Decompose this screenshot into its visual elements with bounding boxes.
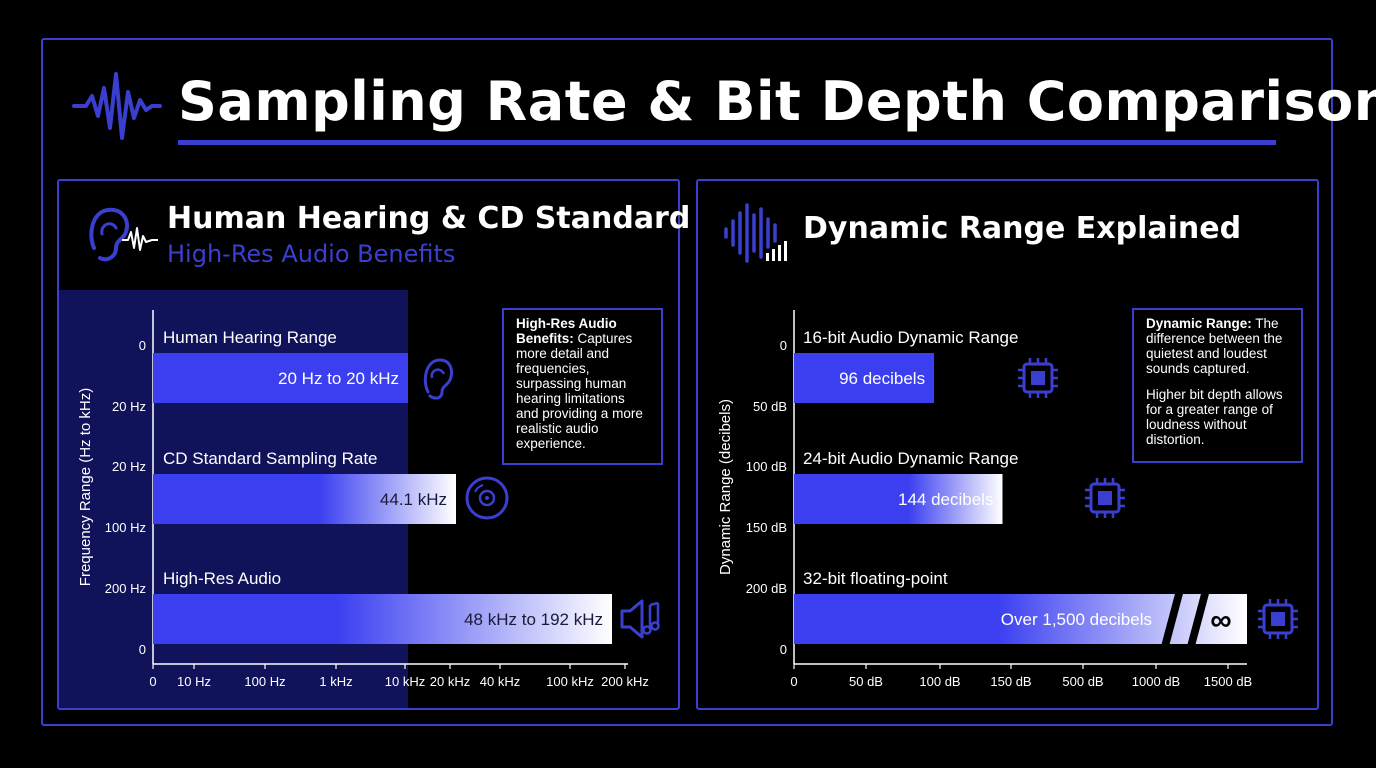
chip-icon xyxy=(1018,358,1058,398)
right-callout: Dynamic Range: The difference between th… xyxy=(1132,308,1303,463)
left-y-tick-label: 0 xyxy=(139,338,146,353)
page-title: Sampling Rate & Bit Depth Comparison xyxy=(178,70,1376,133)
right-y-tick-label: 50 dB xyxy=(753,399,787,414)
right-x-tick-label: 50 dB xyxy=(849,674,883,689)
right-bar xyxy=(794,353,935,403)
right-panel xyxy=(696,179,1319,710)
chip-icon xyxy=(1085,478,1125,518)
left-callout-text: Captures more detail and frequencies, su… xyxy=(516,331,643,451)
chip-icon xyxy=(1258,599,1298,639)
right-x-tick-label: 1500 dB xyxy=(1204,674,1252,689)
left-panel xyxy=(57,179,680,710)
right-callout-heading: Dynamic Range: xyxy=(1146,316,1252,331)
right-callout-text: The difference between the quietest and … xyxy=(1146,316,1283,376)
left-category-label: Human Hearing Range xyxy=(163,328,337,347)
right-y-tick-label: 100 dB xyxy=(746,459,787,474)
right-x-tick-label: 0 xyxy=(790,674,797,689)
right-bar-value-label: Over 1,500 decibels xyxy=(1001,610,1152,629)
right-x-tick-label: 500 dB xyxy=(1062,674,1103,689)
left-bar xyxy=(153,353,408,403)
left-bar-value-label: 20 Hz to 20 kHz xyxy=(278,369,399,388)
right-x-tick-label: 100 dB xyxy=(919,674,960,689)
left-y-axis-label: Frequency Range (Hz to kHz) xyxy=(77,388,94,586)
right-x-tick-label: 1000 dB xyxy=(1132,674,1180,689)
right-category-label: 24-bit Audio Dynamic Range xyxy=(803,449,1018,468)
waveform-icon xyxy=(72,72,162,140)
outer-frame xyxy=(41,38,1333,726)
left-y-tick-label: 100 Hz xyxy=(105,520,146,535)
left-x-tick-label: 200 kHz xyxy=(601,674,649,689)
right-y-tick-label: 150 dB xyxy=(746,520,787,535)
title-underline xyxy=(178,140,1276,145)
right-bar xyxy=(794,474,1003,524)
left-x-tick-label: 100 Hz xyxy=(244,674,285,689)
left-y-tick-label: 20 Hz xyxy=(112,459,146,474)
ear-wave-icon xyxy=(89,207,158,262)
left-x-tick-label: 0 xyxy=(149,674,156,689)
ear-icon xyxy=(423,358,454,400)
speaker-music-icon xyxy=(620,599,660,639)
left-callout: High-Res Audio Benefits: Captures more d… xyxy=(502,308,663,465)
right-y-axis-label: Dynamic Range (decibels) xyxy=(717,399,734,575)
right-x-tick-label: 150 dB xyxy=(990,674,1031,689)
left-x-tick-label: 10 Hz xyxy=(177,674,211,689)
left-callout-heading: High-Res Audio Benefits: xyxy=(516,316,617,346)
left-x-tick-label: 40 kHz xyxy=(480,674,520,689)
left-panel-title: Human Hearing & CD Standard xyxy=(167,201,691,236)
right-callout-text-2: Higher bit depth allows for a greater ra… xyxy=(1146,387,1283,447)
axis-break-slash xyxy=(1160,590,1184,650)
left-x-tick-label: 100 kHz xyxy=(546,674,594,689)
signal-bars-icon xyxy=(724,203,787,263)
disc-icon xyxy=(465,476,509,520)
left-bar-value-label: 44.1 kHz xyxy=(380,490,447,509)
left-y-tick-label: 0 xyxy=(139,642,146,657)
left-bar xyxy=(153,594,612,644)
left-x-tick-label: 10 kHz xyxy=(385,674,425,689)
right-panel-title: Dynamic Range Explained xyxy=(803,211,1242,246)
left-x-tick-label: 20 kHz xyxy=(430,674,470,689)
left-panel-subtitle: High-Res Audio Benefits xyxy=(167,240,456,268)
left-category-label: CD Standard Sampling Rate xyxy=(163,449,378,468)
left-y-tick-label: 200 Hz xyxy=(105,581,146,596)
left-y-tick-label: 20 Hz xyxy=(112,399,146,414)
axis-break-slash xyxy=(1186,590,1210,650)
right-y-tick-label: 0 xyxy=(780,642,787,657)
right-bar-value-label: 96 decibels xyxy=(839,369,925,388)
left-x-tick-label: 1 kHz xyxy=(319,674,352,689)
left-bar xyxy=(153,474,456,524)
right-category-label: 32-bit floating-point xyxy=(803,569,948,588)
right-y-tick-label: 0 xyxy=(780,338,787,353)
left-bar-value-label: 48 kHz to 192 kHz xyxy=(464,610,603,629)
right-category-label: 16-bit Audio Dynamic Range xyxy=(803,328,1018,347)
infinity-symbol: ∞ xyxy=(1210,604,1231,637)
right-bar-value-label: 144 decibels xyxy=(898,490,993,509)
left-category-label: High-Res Audio xyxy=(163,569,281,588)
right-y-tick-label: 200 dB xyxy=(746,581,787,596)
